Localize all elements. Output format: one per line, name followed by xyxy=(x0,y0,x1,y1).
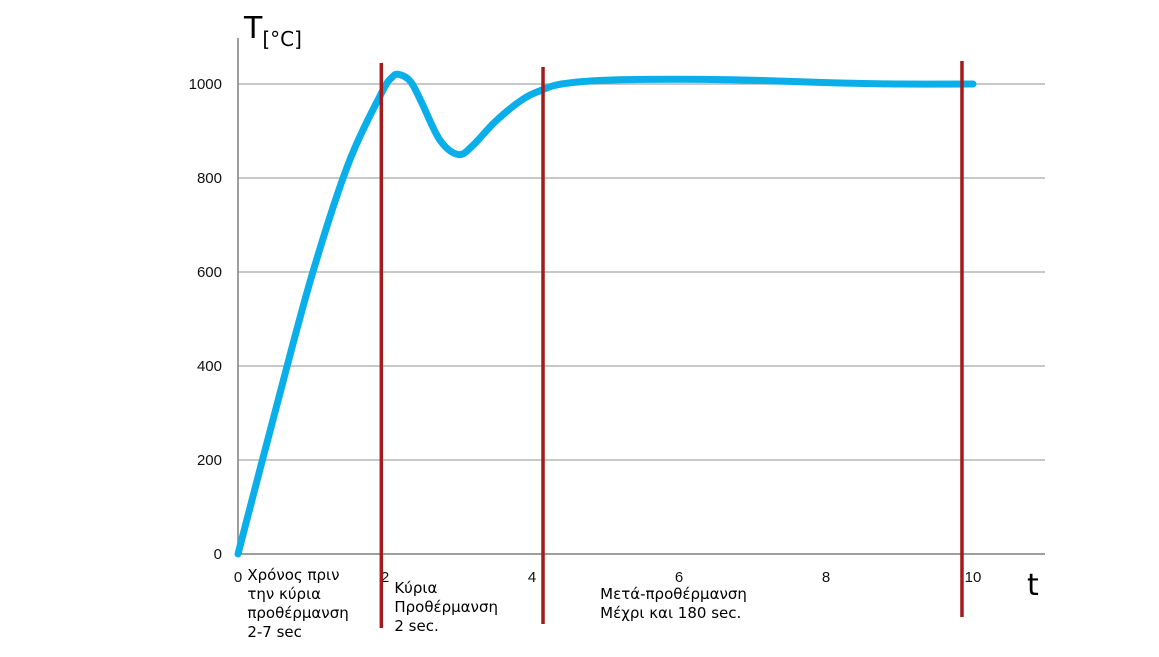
annotation-0: Χρόνος πριν την κύρια προθέρμανση 2-7 sec xyxy=(247,566,348,641)
annotation-1-line-0: Κύρια xyxy=(394,579,437,597)
annotation-2-line-1: Μέχρι και 180 sec. xyxy=(600,604,741,622)
x-tick-label-8: 8 xyxy=(822,569,830,586)
x-tick-label-6: 6 xyxy=(675,569,683,586)
x-tick-label-4: 4 xyxy=(528,569,536,586)
x-tick-label-0: 0 xyxy=(234,569,242,586)
x-tick-label-2: 2 xyxy=(381,569,389,586)
annotation-2-line-0: Μετά-προθέρμανση xyxy=(600,585,747,603)
axes xyxy=(237,38,1045,555)
annotation-0-line-0: Χρόνος πριν xyxy=(247,566,339,584)
y-tick-label-1000: 1000 xyxy=(189,76,222,93)
y-tick-label-0: 0 xyxy=(214,546,222,563)
annotation-1: Κύρια Προθέρμανση 2 sec. xyxy=(394,579,498,635)
y-axis-title: T[°C] xyxy=(243,11,302,51)
x-tick-label-10: 10 xyxy=(965,569,982,586)
series-line-0 xyxy=(234,70,977,558)
annotation-0-line-2: προθέρμανση xyxy=(247,604,348,622)
annotation-2: Μετά-προθέρμανση Μέχρι και 180 sec. xyxy=(600,585,747,622)
axis-titles: T[°C] t xyxy=(243,11,1039,603)
annotation-1-line-1: Προθέρμανση xyxy=(394,598,498,616)
annotation-0-line-3: 2-7 sec xyxy=(247,623,302,641)
annotations: Χρόνος πριν την κύρια προθέρμανση 2-7 sec Κύ… xyxy=(247,566,747,641)
y-tick-label-800: 800 xyxy=(197,170,222,187)
series-layer xyxy=(234,70,977,558)
annotation-0-line-1: την κύρια xyxy=(247,585,321,603)
y-axis-title-unit: [°C] xyxy=(262,27,302,51)
y-tick-label-200: 200 xyxy=(197,452,222,469)
y-tick-labels: 0 200 400 600 800 1000 xyxy=(189,76,222,563)
y-tick-label-400: 400 xyxy=(197,358,222,375)
gridlines xyxy=(238,83,1045,461)
y-axis-title-main: T xyxy=(243,11,263,46)
annotation-1-line-2: 2 sec. xyxy=(394,617,438,635)
y-tick-label-600: 600 xyxy=(197,264,222,281)
phase-markers xyxy=(379,61,964,628)
x-axis-title: t xyxy=(1027,568,1039,603)
x-tick-labels: 0 2 4 6 8 10 xyxy=(234,569,982,586)
